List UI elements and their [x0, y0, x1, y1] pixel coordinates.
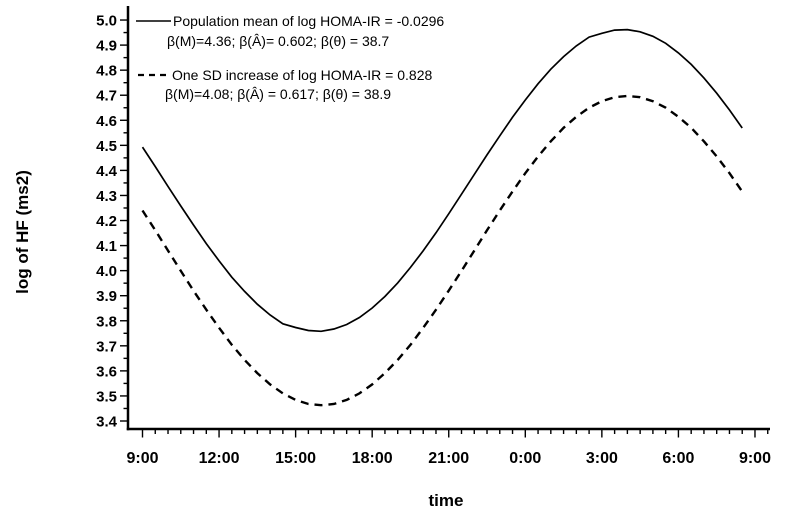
x-tick-label: 3:00: [586, 450, 618, 467]
y-tick-label: 4.9: [96, 38, 117, 55]
x-tick-label: 9:00: [739, 450, 771, 467]
y-tick-label: 5.0: [96, 13, 117, 30]
y-tick-label: 3.4: [96, 414, 118, 431]
y-axis-title: log of HF (ms2): [13, 170, 32, 294]
legend: Population mean of log HOMA-IR = -0.0296…: [136, 13, 444, 102]
x-axis-tick-labels: 9:00 12:00 15:00 18:00 21:00 0:00 3:00 6:00 9:00: [126, 450, 771, 467]
x-axis: 9:00 12:00 15:00 18:00 21:00 0:00 3:00 6:00 9:00: [126, 427, 771, 467]
x-tick-label: 12:00: [199, 450, 240, 467]
y-tick-label: 4.5: [96, 138, 117, 155]
y-tick-label: 3.9: [96, 288, 117, 305]
x-axis-title: time: [429, 491, 464, 510]
y-axis-ticks: [120, 19, 128, 422]
x-tick-label: 0:00: [509, 450, 541, 467]
y-tick-label: 4.2: [96, 213, 117, 230]
series-curve-dashed: [141, 94, 744, 407]
y-tick-label: 4.8: [96, 63, 117, 80]
y-tick-label: 3.5: [96, 388, 117, 405]
y-tick-label: 3.7: [96, 338, 117, 355]
x-tick-label: 21:00: [428, 450, 469, 467]
legend-series-1-params: β(M)=4.36; β(Â)= 0.602; β(θ) = 38.7: [167, 33, 389, 49]
y-axis: 3.4 3.5 3.6 3.7 3.8 3.9 4.0 4.1 4.2 4.3 4.4 4.5 4.6 4…: [96, 6, 130, 431]
x-tick-label: 9:00: [126, 450, 158, 467]
series-curve-solid: [141, 28, 743, 333]
y-tick-label: 4.7: [96, 88, 117, 105]
series-lines: [141, 28, 744, 407]
legend-series-2-label: One SD increase of log HOMA-IR = 0.828: [172, 67, 432, 83]
y-tick-label: 4.0: [96, 263, 117, 280]
y-tick-label: 4.4: [96, 163, 118, 180]
y-tick-label: 3.6: [96, 363, 117, 380]
legend-series-2-params: β(M)=4.08; β(Â) = 0.617; β(θ) = 38.9: [165, 86, 391, 102]
x-tick-label: 6:00: [662, 450, 694, 467]
x-axis-ticks: [141, 429, 769, 438]
y-tick-label: 4.3: [96, 188, 117, 205]
x-tick-label: 18:00: [352, 450, 393, 467]
y-tick-label: 3.8: [96, 313, 117, 330]
x-tick-label: 15:00: [275, 450, 316, 467]
y-axis-tick-labels: 3.4 3.5 3.6 3.7 3.8 3.9 4.0 4.1 4.2 4.3 4.4 4.5 4.6 4…: [96, 13, 118, 431]
legend-series-1-label: Population mean of log HOMA-IR = -0.0296: [173, 13, 444, 29]
y-tick-label: 4.6: [96, 113, 117, 130]
y-tick-label: 4.1: [96, 238, 117, 255]
